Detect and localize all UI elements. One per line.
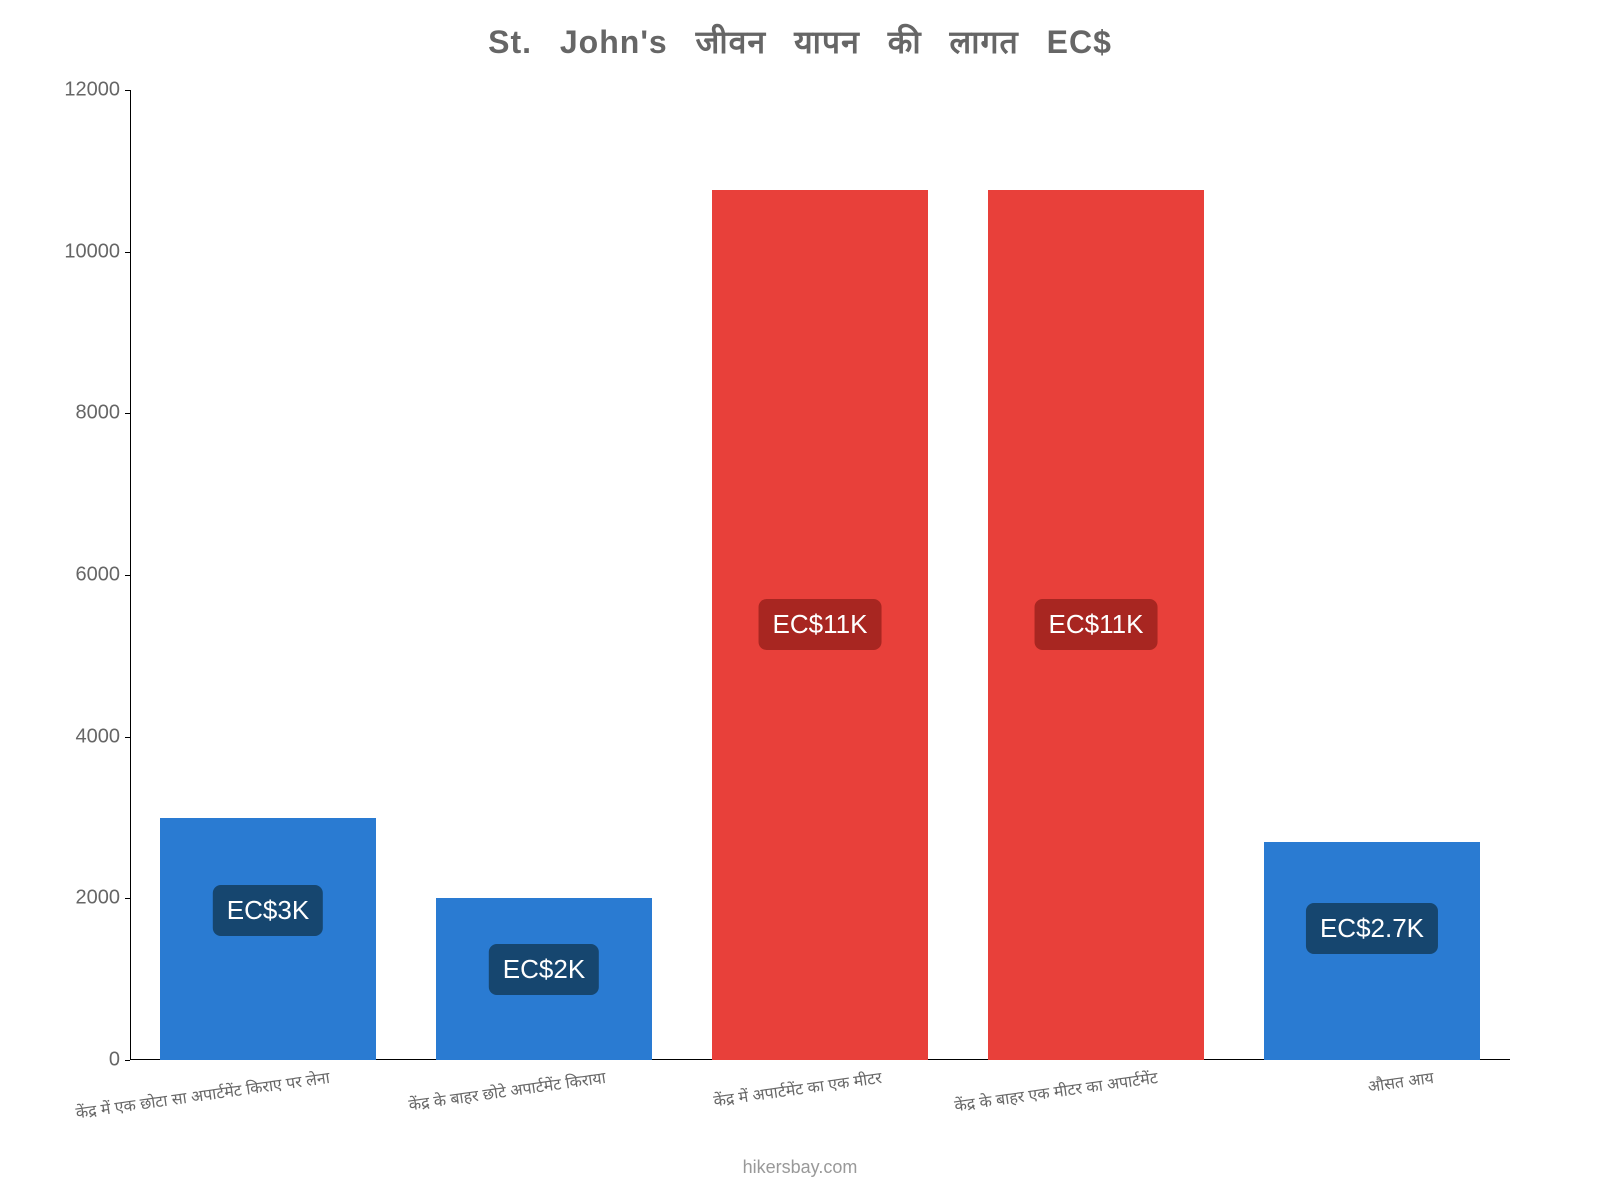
y-tick-label: 6000: [76, 564, 121, 587]
bar: EC$2K: [436, 898, 651, 1060]
plot-area: 020004000600080001000012000 EC$3KEC$2KEC…: [130, 90, 1510, 1060]
chart-title: St. John's जीवन यापन की लागत EC$: [0, 0, 1600, 63]
y-tick-label: 0: [109, 1049, 120, 1072]
bar-value-label: EC$2.7K: [1306, 903, 1438, 954]
bar: EC$11K: [712, 190, 927, 1060]
chart-container: St. John's जीवन यापन की लागत EC$ 0 2000 40…: [0, 0, 1600, 1200]
y-tick-mark: [125, 1060, 130, 1061]
x-labels: केंद्र में एक छोटा सा अपार्टमेंट किराए प…: [130, 1062, 1510, 1152]
bar-value-label: EC$3K: [213, 885, 323, 936]
title-prefix: St. John's: [488, 24, 696, 60]
y-tick-label: 4000: [76, 725, 121, 748]
y-tick-label: 10000: [64, 240, 120, 263]
y-tick-label: 8000: [76, 402, 121, 425]
y-tick-label: 12000: [64, 79, 120, 102]
bar-value-label: EC$2K: [489, 944, 599, 995]
x-tick-label: केंद्र के बाहर एक मीटर का अपार्टमेंट: [953, 1066, 1159, 1116]
x-tick-label: औसत आय: [1366, 1066, 1435, 1097]
bar: EC$11K: [988, 190, 1203, 1060]
bar: EC$2.7K: [1264, 842, 1479, 1060]
title-rest: जीवन यापन की लागत EC$: [696, 24, 1112, 60]
bar-value-label: EC$11K: [759, 599, 882, 650]
x-tick-label: केंद्र के बाहर छोटे अपार्टमेंट किराया: [407, 1066, 607, 1115]
bar: EC$3K: [160, 818, 375, 1061]
bars-group: EC$3K EC$2K EC$11K EC$11K EC$2.7K: [130, 90, 1510, 1060]
y-tick-label: 2000: [76, 887, 121, 910]
bar-value-label: EC$11K: [1035, 599, 1158, 650]
x-tick-label: केंद्र में अपार्टमेंट का एक मीटर: [712, 1066, 883, 1111]
x-tick-label: केंद्र में एक छोटा सा अपार्टमेंट किराए प…: [74, 1066, 331, 1123]
footer-text: hikersbay.com: [0, 1157, 1600, 1178]
